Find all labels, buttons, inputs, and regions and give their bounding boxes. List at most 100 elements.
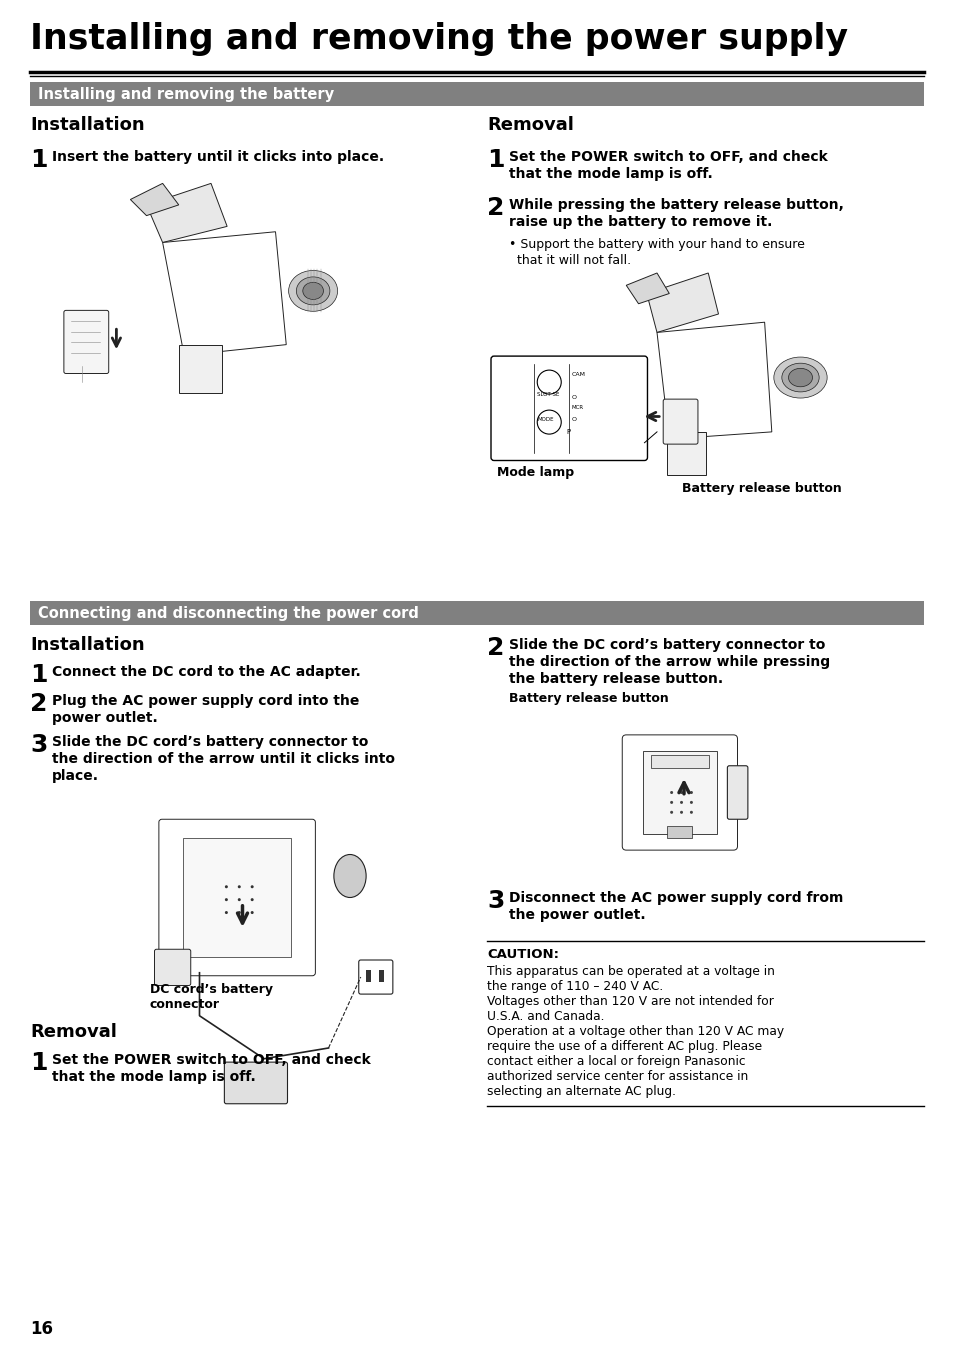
- Text: MCR: MCR: [571, 405, 582, 410]
- Circle shape: [689, 811, 692, 814]
- Circle shape: [251, 911, 253, 914]
- Text: This apparatus can be operated at a voltage in: This apparatus can be operated at a volt…: [486, 965, 774, 978]
- Circle shape: [689, 802, 692, 804]
- Polygon shape: [147, 183, 227, 242]
- Text: the direction of the arrow while pressing: the direction of the arrow while pressin…: [509, 655, 829, 669]
- Text: 3: 3: [486, 890, 504, 913]
- Text: Installation: Installation: [30, 636, 145, 654]
- Text: CAUTION:: CAUTION:: [486, 948, 558, 961]
- FancyBboxPatch shape: [358, 960, 393, 994]
- Text: that it will not fall.: that it will not fall.: [509, 255, 631, 267]
- Ellipse shape: [788, 368, 812, 387]
- Text: Battery release button: Battery release button: [509, 692, 668, 705]
- Text: Insert the battery until it clicks into place.: Insert the battery until it clicks into …: [52, 150, 384, 164]
- Text: Slide the DC cord’s battery connector to: Slide the DC cord’s battery connector to: [52, 735, 368, 749]
- Polygon shape: [625, 274, 669, 303]
- Polygon shape: [131, 183, 178, 215]
- Text: 2: 2: [486, 636, 504, 659]
- FancyBboxPatch shape: [159, 819, 315, 976]
- Text: the range of 110 – 240 V AC.: the range of 110 – 240 V AC.: [486, 980, 662, 992]
- Text: Installing and removing the power supply: Installing and removing the power supply: [30, 22, 847, 56]
- Circle shape: [225, 886, 228, 888]
- Text: Connect the DC cord to the AC adapter.: Connect the DC cord to the AC adapter.: [52, 665, 360, 678]
- Text: authorized service center for assistance in: authorized service center for assistance…: [486, 1070, 747, 1083]
- Text: DC cord’s battery: DC cord’s battery: [150, 983, 273, 997]
- Text: 1: 1: [30, 1051, 48, 1075]
- Text: SLOT SE: SLOT SE: [537, 393, 559, 397]
- Bar: [366, 969, 371, 983]
- FancyBboxPatch shape: [621, 735, 737, 850]
- Bar: [667, 826, 692, 838]
- Circle shape: [669, 811, 673, 814]
- Text: 1: 1: [486, 148, 504, 172]
- Circle shape: [237, 898, 240, 902]
- FancyBboxPatch shape: [224, 1062, 287, 1104]
- Text: O: O: [571, 395, 576, 399]
- FancyBboxPatch shape: [662, 399, 698, 444]
- Bar: [650, 756, 708, 768]
- Text: 1: 1: [30, 148, 48, 172]
- Text: Removal: Removal: [30, 1024, 117, 1041]
- Bar: [183, 838, 291, 957]
- FancyBboxPatch shape: [491, 356, 647, 460]
- Polygon shape: [162, 232, 286, 355]
- Circle shape: [537, 410, 560, 435]
- FancyBboxPatch shape: [64, 310, 109, 374]
- Text: power outlet.: power outlet.: [52, 711, 157, 724]
- Text: 16: 16: [30, 1320, 53, 1338]
- Text: that the mode lamp is off.: that the mode lamp is off.: [509, 167, 712, 181]
- Ellipse shape: [334, 854, 366, 898]
- Circle shape: [537, 370, 560, 394]
- Text: Disconnect the AC power supply cord from: Disconnect the AC power supply cord from: [509, 891, 842, 904]
- Text: Set the POWER switch to OFF, and check: Set the POWER switch to OFF, and check: [52, 1053, 371, 1067]
- Text: require the use of a different AC plug. Please: require the use of a different AC plug. …: [486, 1040, 761, 1053]
- Text: O: O: [571, 417, 576, 422]
- Text: P: P: [566, 429, 570, 435]
- Text: • Support the battery with your hand to ensure: • Support the battery with your hand to …: [509, 238, 804, 250]
- FancyBboxPatch shape: [154, 949, 191, 986]
- Text: that the mode lamp is off.: that the mode lamp is off.: [52, 1070, 255, 1085]
- Bar: [666, 432, 705, 475]
- Circle shape: [679, 791, 682, 793]
- Text: 2: 2: [486, 196, 504, 219]
- Bar: [378, 969, 384, 983]
- Circle shape: [689, 791, 692, 793]
- Text: raise up the battery to remove it.: raise up the battery to remove it.: [509, 215, 772, 229]
- Text: the power outlet.: the power outlet.: [509, 909, 645, 922]
- Bar: [30, 601, 923, 626]
- Text: U.S.A. and Canada.: U.S.A. and Canada.: [486, 1010, 604, 1024]
- Circle shape: [225, 898, 228, 902]
- Text: Mode lamp: Mode lamp: [497, 466, 574, 479]
- Text: Operation at a voltage other than 120 V AC may: Operation at a voltage other than 120 V …: [486, 1025, 783, 1039]
- Text: Installing and removing the battery: Installing and removing the battery: [38, 87, 334, 102]
- Ellipse shape: [289, 271, 337, 311]
- Circle shape: [251, 886, 253, 888]
- Text: Installation: Installation: [30, 116, 145, 134]
- Text: MODE: MODE: [537, 417, 553, 422]
- Text: Plug the AC power supply cord into the: Plug the AC power supply cord into the: [52, 695, 359, 708]
- Text: the battery release button.: the battery release button.: [509, 672, 722, 686]
- Circle shape: [237, 886, 240, 888]
- Text: Removal: Removal: [486, 116, 574, 134]
- Text: place.: place.: [52, 769, 99, 783]
- Text: 2: 2: [30, 692, 48, 716]
- Text: Battery release button: Battery release button: [681, 482, 841, 496]
- Circle shape: [669, 802, 673, 804]
- Ellipse shape: [302, 282, 323, 299]
- Text: CAM: CAM: [571, 372, 584, 378]
- Ellipse shape: [781, 363, 819, 391]
- Text: While pressing the battery release button,: While pressing the battery release butto…: [509, 198, 843, 213]
- Bar: [642, 751, 717, 834]
- Circle shape: [237, 911, 240, 914]
- Polygon shape: [646, 274, 718, 333]
- Text: contact either a local or foreign Panasonic: contact either a local or foreign Panaso…: [486, 1055, 745, 1068]
- Text: the direction of the arrow until it clicks into: the direction of the arrow until it clic…: [52, 751, 395, 766]
- Bar: [30, 83, 923, 106]
- Circle shape: [679, 811, 682, 814]
- FancyBboxPatch shape: [726, 766, 747, 819]
- Circle shape: [669, 791, 673, 793]
- Text: Voltages other than 120 V are not intended for: Voltages other than 120 V are not intend…: [486, 995, 773, 1007]
- Polygon shape: [657, 322, 771, 439]
- Ellipse shape: [296, 278, 330, 305]
- Ellipse shape: [773, 357, 826, 398]
